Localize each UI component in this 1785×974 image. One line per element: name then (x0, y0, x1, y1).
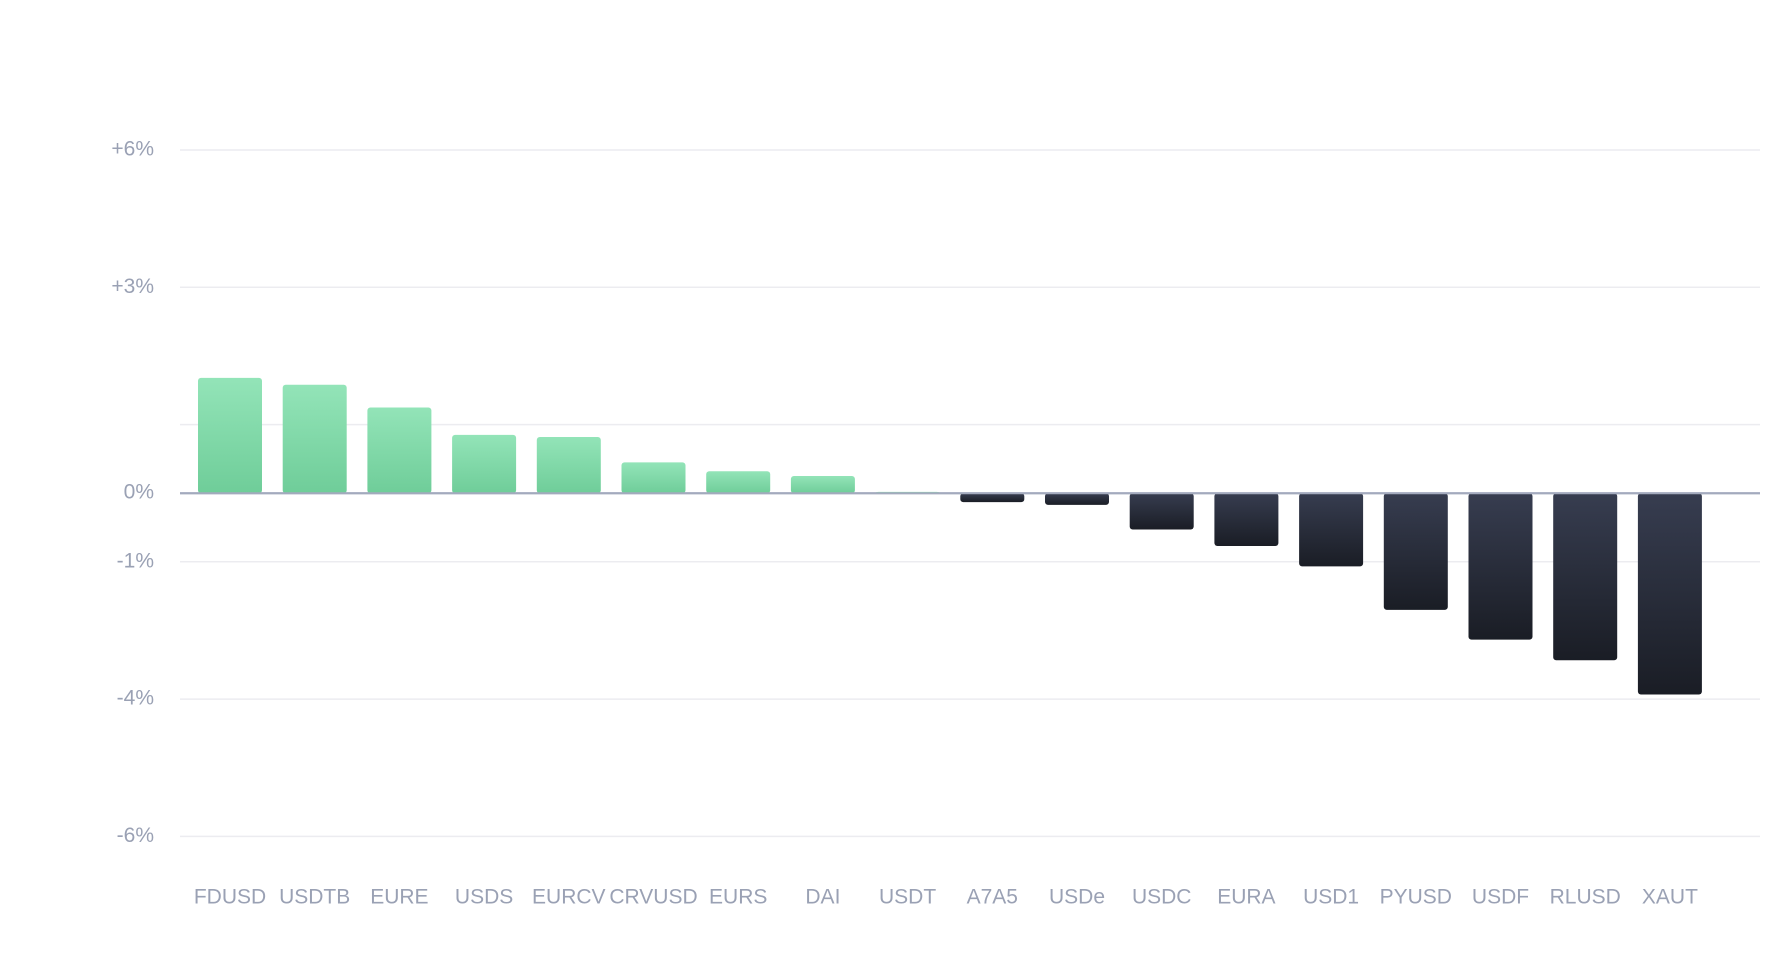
bar (198, 377, 262, 494)
x-tick-label: USDF (1472, 886, 1529, 909)
bar (706, 471, 771, 494)
bar (1129, 493, 1194, 530)
y-tick-label: 0% (124, 481, 154, 504)
bar (1045, 493, 1109, 505)
x-tick-label: EURCV (532, 886, 606, 909)
x-tick-label: DAI (805, 886, 840, 909)
bar (1637, 493, 1702, 695)
y-tick-label: -6% (117, 824, 154, 847)
bar (960, 493, 1025, 503)
bar (621, 462, 686, 494)
x-tick-label: EURA (1217, 886, 1275, 909)
y-tick-label: +6% (111, 138, 154, 161)
bar (790, 476, 855, 494)
x-tick-label: EURS (709, 886, 767, 909)
x-tick-label: USDe (1049, 886, 1105, 909)
x-tick-label: USDC (1132, 886, 1192, 909)
bar (367, 407, 432, 494)
bar (1383, 493, 1448, 610)
x-tick-label: XAUT (1642, 886, 1698, 909)
bar (1299, 493, 1364, 567)
bar (282, 384, 347, 494)
x-tick-label: USD1 (1303, 886, 1359, 909)
x-tick-label: RLUSD (1550, 886, 1621, 909)
x-tick-label: PYUSD (1380, 886, 1452, 909)
y-tick-label: -4% (117, 687, 154, 710)
x-tick-label: A7A5 (967, 886, 1018, 909)
x-tick-label: USDS (455, 886, 513, 909)
bar (1214, 493, 1279, 547)
bar (536, 436, 601, 494)
bar (452, 434, 517, 494)
y-tick-label: +3% (111, 275, 154, 298)
bar (1468, 493, 1533, 640)
bar (1553, 493, 1618, 661)
x-tick-label: CRVUSD (609, 886, 697, 909)
y-tick-label: -1% (117, 549, 154, 572)
x-tick-label: FDUSD (194, 886, 266, 909)
x-tick-label: EURE (370, 886, 428, 909)
x-tick-label: USDTB (279, 886, 350, 909)
x-tick-label: USDT (879, 886, 936, 909)
